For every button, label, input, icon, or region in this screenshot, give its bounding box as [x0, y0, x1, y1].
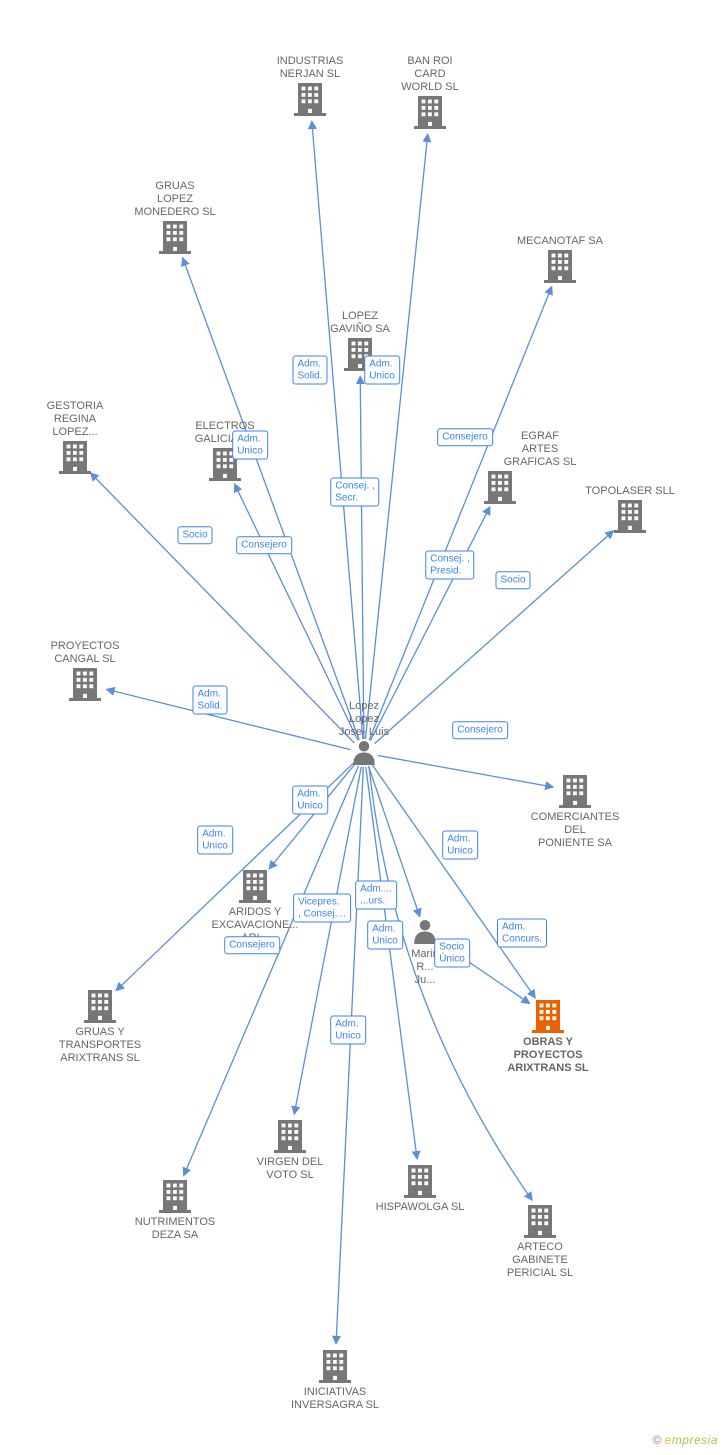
edge-label: Adm. Unico	[292, 786, 328, 815]
building-icon	[159, 221, 191, 254]
building-icon	[274, 1120, 306, 1153]
company-node: ARTECO GABINETE PERICIAL SL	[507, 1241, 573, 1281]
edge-label: Consejero	[437, 428, 493, 446]
edge	[378, 755, 554, 787]
person-icon	[353, 741, 375, 765]
node-label: HISPAWOLGA SL	[376, 1201, 465, 1214]
node-label: Lopez Lopez Jose- Luis	[339, 700, 389, 740]
edge-label: Adm. Unico	[330, 1016, 366, 1045]
edge-label: Consejero	[236, 536, 292, 554]
edge	[294, 767, 361, 1115]
company-node: MECANOTAF SA	[517, 235, 603, 248]
building-icon	[484, 471, 516, 504]
company-node: BAN ROI CARD WORLD SL	[401, 55, 458, 95]
building-icon	[294, 83, 326, 116]
edge-label: Adm. Solid.	[192, 686, 227, 715]
copyright-symbol: ©	[652, 1433, 661, 1447]
company-node: PROYECTOS CANGAL SL	[51, 640, 120, 666]
edge-label: Adm.... ...urs.	[355, 881, 397, 910]
person-node: Lopez Lopez Jose- Luis	[339, 700, 389, 740]
company-node: VIRGEN DEL VOTO SL	[257, 1156, 324, 1182]
building-icon	[524, 1205, 556, 1238]
edge	[366, 767, 417, 1159]
node-label: LOPEZ GAVIÑO SA	[330, 310, 390, 336]
node-label: BAN ROI CARD WORLD SL	[401, 55, 458, 95]
edge-label: Consej. , Presid.	[425, 551, 474, 580]
company-node: NUTRIMENTOS DEZA SA	[135, 1216, 215, 1242]
company-node: INDUSTRIAS NERJAN SL	[277, 55, 344, 81]
edge-label: Consejero	[452, 721, 508, 739]
edge	[336, 767, 363, 1344]
edge-label: Adm. Unico	[364, 356, 400, 385]
company-node: TOPOLASER SLL	[585, 485, 675, 498]
building-icon	[614, 500, 646, 533]
node-label: INDUSTRIAS NERJAN SL	[277, 55, 344, 81]
edge	[360, 376, 364, 739]
node-label: INICIATIVAS INVERSAGRA SL	[291, 1386, 379, 1412]
edge	[365, 134, 427, 739]
node-label: ARTECO GABINETE PERICIAL SL	[507, 1241, 573, 1281]
edge-label: Socio Único	[434, 939, 470, 968]
company-node: OBRAS Y PROYECTOS ARIXTRANS SL	[507, 1036, 588, 1076]
node-label: GRUAS LOPEZ MONEDERO SL	[134, 180, 215, 220]
edge-label: Adm. Unico	[197, 826, 233, 855]
company-node: COMERCIANTES DEL PONIENTE SA	[531, 811, 620, 851]
edge-label: Socio	[495, 571, 530, 589]
edge	[106, 689, 350, 749]
node-label: GESTORIA REGINA LOPEZ...	[47, 400, 104, 440]
edge-label: Adm. Solid.	[292, 356, 327, 385]
node-label: GRUAS Y TRANSPORTES ARIXTRANS SL	[59, 1026, 141, 1066]
building-icon	[544, 250, 576, 283]
building-icon	[69, 668, 101, 701]
building-icon	[532, 1000, 564, 1033]
building-icon	[239, 870, 271, 903]
edge	[369, 286, 552, 740]
person-icon	[414, 920, 436, 944]
company-node: LOPEZ GAVIÑO SA	[330, 310, 390, 336]
company-node: GRUAS Y TRANSPORTES ARIXTRANS SL	[59, 1026, 141, 1066]
edge	[312, 121, 363, 739]
node-label: TOPOLASER SLL	[585, 485, 675, 498]
building-icon	[59, 441, 91, 474]
edge-label: Adm. Unico	[367, 921, 403, 950]
edge-label: Consejero	[224, 936, 280, 954]
edge-label: Adm. Unico	[442, 831, 478, 860]
node-label: COMERCIANTES DEL PONIENTE SA	[531, 811, 620, 851]
building-icon	[559, 775, 591, 808]
building-icon	[414, 96, 446, 129]
node-label: EGRAF ARTES GRAFICAS SL	[504, 430, 577, 470]
node-label: OBRAS Y PROYECTOS ARIXTRANS SL	[507, 1036, 588, 1076]
company-node: HISPAWOLGA SL	[376, 1201, 465, 1214]
edge	[269, 764, 355, 869]
node-label: NUTRIMENTOS DEZA SA	[135, 1216, 215, 1242]
node-label: VIRGEN DEL VOTO SL	[257, 1156, 324, 1182]
company-node: EGRAF ARTES GRAFICAS SL	[504, 430, 577, 470]
company-node: GRUAS LOPEZ MONEDERO SL	[134, 180, 215, 220]
company-node: GESTORIA REGINA LOPEZ...	[47, 400, 104, 440]
building-icon	[319, 1350, 351, 1383]
company-node: INICIATIVAS INVERSAGRA SL	[291, 1386, 379, 1412]
node-label: PROYECTOS CANGAL SL	[51, 640, 120, 666]
building-icon	[159, 1180, 191, 1213]
building-icon	[404, 1165, 436, 1198]
node-label: MECANOTAF SA	[517, 235, 603, 248]
watermark: © empresia	[652, 1433, 718, 1447]
edge-label: Consej. , Secr.	[330, 478, 379, 507]
building-icon	[84, 990, 116, 1023]
edge-label: Socio	[177, 526, 212, 544]
edge-label: Adm. Unico	[232, 431, 268, 460]
edge-label: Vicepres. , Consej....	[293, 894, 351, 923]
edge-label: Adm. Concurs.	[497, 919, 547, 948]
